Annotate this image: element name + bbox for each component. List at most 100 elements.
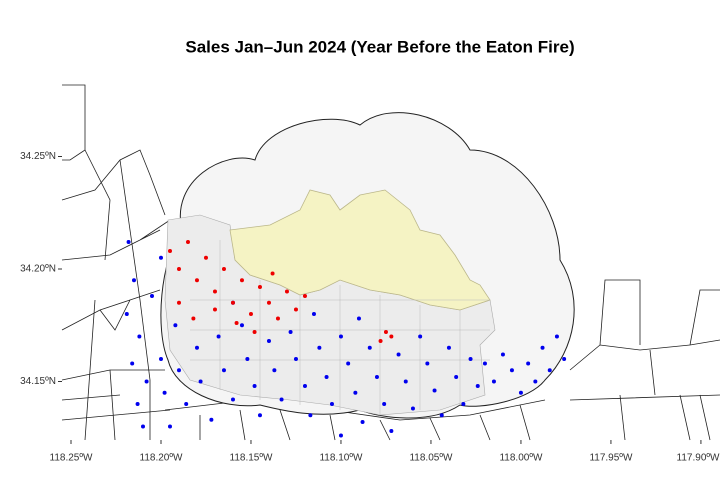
- sale-point: [212, 289, 217, 294]
- street-grid: [190, 240, 490, 415]
- sale-point: [194, 345, 199, 350]
- sale-point: [367, 345, 372, 350]
- sale-point: [439, 413, 444, 418]
- sale-point: [167, 424, 172, 429]
- sale-point: [216, 334, 221, 339]
- sale-point: [257, 413, 262, 418]
- sale-point: [454, 375, 459, 379]
- sale-point: [126, 240, 131, 244]
- x-tick-label: 117.90ºW: [677, 453, 720, 464]
- sale-point: [293, 357, 298, 361]
- sale-point: [360, 420, 365, 424]
- sale-point: [221, 267, 226, 271]
- sale-point: [425, 361, 430, 366]
- sale-point: [410, 406, 415, 411]
- sale-point: [230, 300, 235, 305]
- y-tick-label: 34.25ºN: [20, 151, 56, 162]
- sale-point: [329, 402, 334, 406]
- x-tick-label: 118.00ºW: [499, 453, 542, 464]
- sale-point: [252, 330, 257, 334]
- sale-point: [482, 361, 487, 366]
- sale-point: [378, 339, 383, 343]
- sale-point: [230, 397, 235, 402]
- sale-point: [130, 361, 135, 366]
- sale-point: [389, 429, 394, 433]
- x-tick-label: 118.15ºW: [230, 453, 273, 464]
- x-tick-label: 118.05ºW: [409, 453, 452, 464]
- sale-point: [176, 300, 181, 305]
- sale-point: [554, 334, 559, 339]
- sale-point: [135, 402, 140, 406]
- sale-point: [248, 312, 253, 316]
- sale-point: [475, 384, 480, 388]
- sale-point: [446, 345, 451, 350]
- tracts: [61, 84, 720, 441]
- sale-point: [144, 379, 149, 384]
- chart-title: Sales Jan–Jun 2024 (Year Before the Eato…: [185, 37, 574, 56]
- sale-point: [382, 402, 387, 406]
- sale-point: [266, 300, 271, 305]
- sale-point: [540, 345, 545, 350]
- sale-point: [311, 312, 316, 316]
- sale-point: [308, 413, 313, 418]
- sale-point: [562, 357, 567, 361]
- x-tick-label: 117.95ºW: [589, 453, 632, 464]
- x-tick-label: 118.20ºW: [140, 453, 183, 464]
- sale-point: [353, 390, 358, 395]
- sale-point: [356, 316, 361, 321]
- sale-point: [185, 240, 190, 244]
- sale-point: [468, 357, 473, 361]
- sale-point: [162, 390, 167, 395]
- sale-point: [284, 289, 289, 294]
- sale-point: [198, 379, 203, 384]
- sale-point: [518, 390, 523, 395]
- sale-point: [346, 361, 351, 366]
- sale-point: [270, 271, 275, 276]
- sale-point: [191, 316, 196, 321]
- fire-perimeter: [229, 189, 491, 311]
- sale-point: [389, 334, 394, 339]
- sale-point: [252, 384, 257, 388]
- sale-point: [239, 278, 244, 283]
- sale-point: [245, 357, 250, 361]
- sale-point: [173, 323, 178, 328]
- y-tick-label: 34.15ºN: [20, 376, 56, 387]
- y-tick-label: 34.20ºN: [20, 264, 56, 275]
- sale-point: [137, 334, 142, 339]
- sale-point: [158, 357, 163, 361]
- sale-point: [149, 294, 154, 298]
- sale-point: [288, 330, 293, 334]
- sale-point: [324, 375, 329, 379]
- sale-point: [383, 330, 388, 334]
- sale-point: [239, 323, 244, 328]
- sale-point: [491, 379, 496, 384]
- sale-point: [500, 352, 505, 357]
- sale-point: [338, 334, 343, 339]
- sale-point: [547, 368, 552, 373]
- sale-point: [266, 339, 271, 343]
- sale-point: [418, 334, 423, 339]
- sale-point: [461, 402, 466, 406]
- sale-point: [432, 388, 437, 393]
- sale-point: [293, 307, 298, 312]
- sale-point: [124, 312, 129, 316]
- sale-point: [338, 433, 343, 438]
- sale-point: [140, 424, 145, 429]
- sale-point: [317, 345, 322, 350]
- sale-point: [302, 294, 307, 298]
- sale-point: [203, 255, 208, 260]
- sale-point: [272, 368, 277, 373]
- sale-point: [275, 316, 280, 321]
- sale-point: [302, 384, 307, 388]
- tract-lines: [61, 84, 171, 441]
- sale-point: [396, 352, 401, 357]
- sale-point: [176, 267, 181, 271]
- sale-point: [526, 361, 531, 366]
- sale-point: [176, 368, 181, 373]
- tract-lines: [164, 279, 720, 441]
- sale-point: [184, 402, 189, 406]
- sale-point: [221, 368, 226, 373]
- sale-point: [131, 278, 136, 283]
- x-tick-label: 118.25ºW: [50, 453, 93, 464]
- sale-point: [509, 368, 514, 373]
